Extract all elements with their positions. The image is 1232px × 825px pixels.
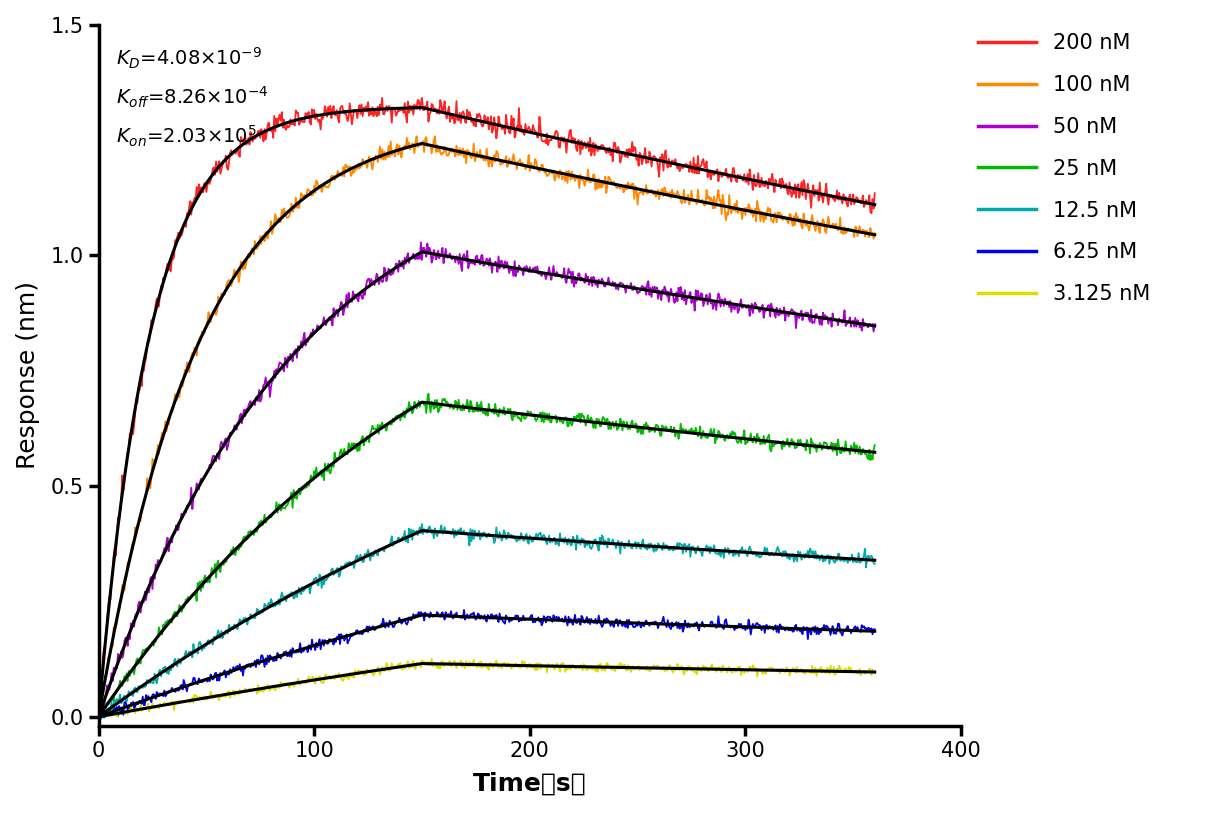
Legend: 200 nM, 100 nM, 50 nM, 25 nM, 12.5 nM, 6.25 nM, 3.125 nM: 200 nM, 100 nM, 50 nM, 25 nM, 12.5 nM, 6… [970,25,1158,313]
Y-axis label: Response (nm): Response (nm) [16,281,39,469]
Text: $K_D$=4.08×10$^{-9}$
$K_{off}$=8.26×10$^{-4}$
$K_{on}$=2.03×10$^5$: $K_D$=4.08×10$^{-9}$ $K_{off}$=8.26×10$^… [116,45,269,149]
X-axis label: Time（s）: Time（s） [473,771,586,795]
